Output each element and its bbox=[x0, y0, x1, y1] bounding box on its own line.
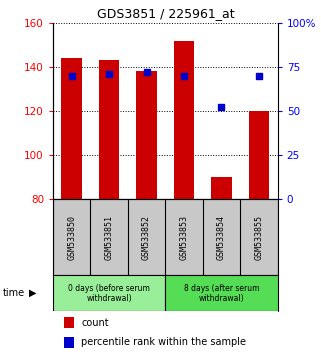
Text: 0 days (before serum
withdrawal): 0 days (before serum withdrawal) bbox=[68, 284, 150, 303]
Text: time: time bbox=[3, 288, 25, 298]
Bar bbox=[211, 177, 232, 199]
Point bbox=[181, 73, 187, 79]
Bar bbox=[165, 275, 278, 311]
Point bbox=[107, 71, 112, 77]
Text: percentile rank within the sample: percentile rank within the sample bbox=[81, 337, 246, 347]
Text: GSM533853: GSM533853 bbox=[179, 215, 188, 259]
Point bbox=[256, 73, 262, 79]
Text: GSM533854: GSM533854 bbox=[217, 215, 226, 259]
Text: 8 days (after serum
withdrawal): 8 days (after serum withdrawal) bbox=[184, 284, 259, 303]
Text: GSM533850: GSM533850 bbox=[67, 215, 76, 259]
Text: GSM533851: GSM533851 bbox=[105, 215, 114, 259]
Bar bbox=[174, 41, 194, 199]
Bar bbox=[61, 58, 82, 199]
Text: GSM533852: GSM533852 bbox=[142, 215, 151, 259]
Point bbox=[69, 73, 74, 79]
Bar bbox=[99, 60, 119, 199]
Title: GDS3851 / 225961_at: GDS3851 / 225961_at bbox=[97, 7, 234, 21]
Bar bbox=[136, 71, 157, 199]
Text: count: count bbox=[81, 318, 109, 327]
Point bbox=[219, 104, 224, 110]
Bar bbox=[64, 317, 74, 329]
Bar bbox=[53, 275, 165, 311]
Text: GSM533855: GSM533855 bbox=[255, 215, 264, 259]
Text: ▶: ▶ bbox=[29, 288, 36, 298]
Bar bbox=[64, 337, 74, 348]
Point bbox=[144, 69, 149, 75]
Bar bbox=[249, 111, 269, 199]
